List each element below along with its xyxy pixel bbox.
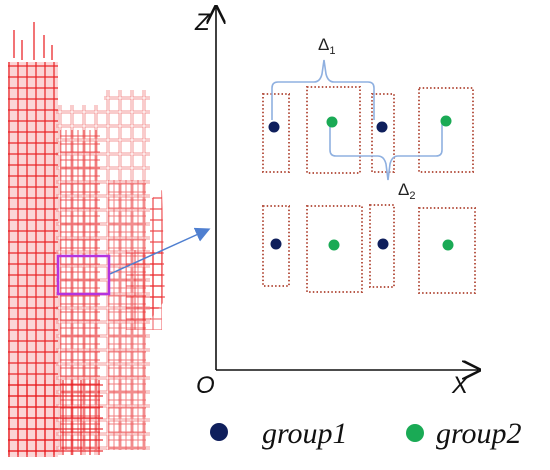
origin-label: O: [196, 372, 215, 399]
legend-label-group2: group2: [436, 417, 522, 450]
delta-1-symbol: Δ: [318, 35, 329, 54]
group1-point: [268, 121, 280, 133]
window-outline: [262, 205, 290, 287]
building-point-cloud: [8, 22, 165, 457]
group1-point: [376, 121, 388, 133]
window-outline: [418, 207, 476, 294]
window-outline: [418, 87, 474, 173]
group2-point: [328, 239, 340, 251]
window-outline: [262, 93, 290, 173]
highlight-box: [56, 254, 111, 296]
group2-point: [442, 239, 454, 251]
x-axis-label: X: [451, 372, 469, 399]
gap-bracket-2: [329, 122, 443, 181]
legend-marker-group1: [210, 423, 228, 441]
delta-2-label: Δ2: [398, 180, 415, 202]
group1-point: [377, 238, 389, 250]
window-outlines: [262, 86, 476, 294]
legend: group1 group2: [210, 417, 522, 450]
window-outline: [371, 93, 395, 173]
group2-points: [326, 115, 454, 251]
window-outline: [369, 204, 395, 288]
legend-marker-group2: [406, 424, 424, 442]
arrow-right-icon: [109, 227, 211, 275]
group1-points: [268, 121, 389, 250]
gap-bracket-1: [271, 59, 375, 120]
delta-1-label: Δ1: [318, 35, 335, 57]
group2-point: [440, 115, 452, 127]
delta-2-symbol: Δ: [398, 180, 409, 199]
axes: [216, 8, 478, 370]
z-axis-label: Z: [194, 9, 211, 36]
group2-point: [326, 116, 338, 128]
delta-2-subscript: 2: [409, 190, 415, 202]
delta-1-subscript: 1: [329, 45, 335, 57]
group1-point: [270, 238, 282, 250]
window-outline: [306, 86, 361, 174]
legend-label-group1: group1: [262, 417, 348, 450]
